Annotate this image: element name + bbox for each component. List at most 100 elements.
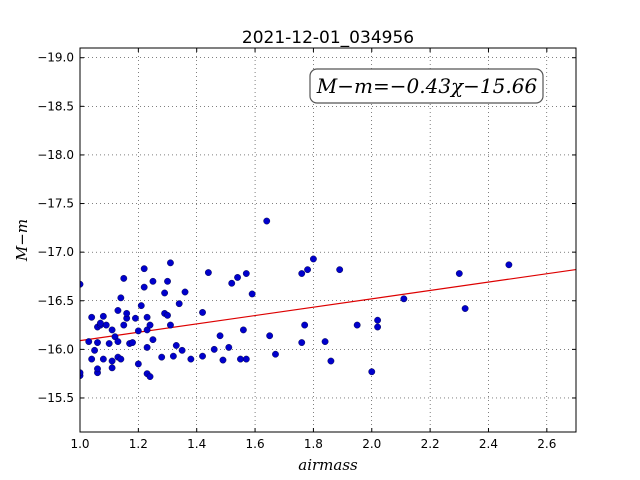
data-point (88, 313, 96, 321)
x-tick-labels: 1.0 1.2 1.4 1.6 1.8 2.0 2.2 2.4 2.6 (70, 437, 556, 451)
axis-ticks (79, 48, 576, 432)
data-point (210, 345, 218, 353)
fit-line (80, 268, 576, 342)
fit-equation-annotation: M−m=−0.43χ−15.66 (309, 68, 544, 104)
data-point (105, 340, 113, 347)
data-point (204, 269, 212, 276)
data-point (99, 312, 107, 320)
data-point (158, 353, 166, 361)
data-point (304, 266, 311, 274)
y-tick-label: −15.5 (37, 391, 74, 405)
data-point (149, 277, 157, 285)
data-point (99, 355, 107, 363)
x-tick-label: 1.6 (246, 437, 265, 451)
data-point (400, 295, 408, 303)
data-point (167, 259, 174, 267)
data-point (301, 321, 309, 329)
fit-equation-text: M−m=−0.43χ−15.66 (316, 74, 538, 98)
data-point (175, 300, 183, 308)
data-point (374, 323, 381, 331)
data-point (327, 357, 335, 365)
data-point (146, 321, 154, 329)
y-tick-label: −16.0 (37, 342, 74, 356)
data-point (94, 339, 101, 346)
data-point (187, 355, 195, 363)
data-point (129, 339, 136, 346)
x-tick-label: 1.4 (187, 437, 206, 451)
data-point (97, 319, 104, 327)
plot-frame (79, 47, 577, 433)
x-tick-label: 2.2 (421, 437, 440, 451)
data-point (117, 294, 125, 302)
data-point (266, 332, 274, 340)
data-point (505, 261, 513, 269)
data-point (199, 352, 206, 360)
data-point (298, 270, 306, 277)
data-point (102, 321, 110, 329)
x-tick-label: 2.4 (479, 437, 498, 451)
data-point (336, 266, 344, 274)
x-axis-label: airmass (298, 456, 358, 474)
data-point (237, 355, 244, 363)
data-point (242, 355, 250, 363)
data-point (114, 338, 122, 345)
y-tick-label: −18.5 (37, 99, 74, 113)
y-tick-label: −17.0 (37, 245, 74, 259)
data-point (248, 290, 256, 298)
data-point (368, 368, 376, 376)
data-point (140, 265, 148, 273)
data-point (167, 321, 174, 329)
data-point (228, 279, 236, 287)
y-tick-label: −19.0 (37, 51, 74, 65)
data-point (321, 338, 329, 345)
data-point (178, 346, 186, 354)
data-point (117, 355, 125, 363)
data-point (164, 311, 171, 319)
data-point (169, 352, 177, 360)
data-point (161, 289, 169, 297)
x-tick-label: 1.2 (129, 437, 148, 451)
x-tick-label: 2.0 (362, 437, 381, 451)
data-point (461, 305, 469, 312)
data-point (88, 355, 96, 363)
data-point (216, 332, 224, 340)
data-point (140, 283, 148, 291)
data-point (272, 350, 279, 358)
data-point (137, 302, 145, 310)
data-point (91, 346, 98, 354)
data-point (310, 255, 317, 263)
data-point (108, 364, 116, 372)
x-tick-label: 2.6 (537, 437, 556, 451)
grid-lines (79, 48, 576, 432)
data-point (455, 270, 463, 277)
data-point (146, 373, 154, 380)
data-point (123, 309, 131, 317)
data-point (143, 313, 151, 321)
data-point (120, 274, 128, 282)
x-tick-label: 1.8 (304, 437, 323, 451)
data-point (219, 356, 227, 364)
data-point (298, 339, 306, 346)
data-point (172, 342, 180, 349)
data-point (263, 217, 271, 225)
y-axis-label: M−m (13, 219, 31, 262)
y-tick-label: −17.5 (37, 197, 74, 211)
chart-title: 2021-12-01_034956 (242, 28, 414, 48)
data-points (80, 217, 513, 380)
data-point (108, 326, 116, 334)
data-point (120, 321, 128, 329)
data-point (242, 270, 250, 277)
annotation-box (309, 68, 544, 104)
data-point (134, 327, 142, 335)
data-point (85, 338, 93, 345)
data-point (181, 288, 189, 296)
data-point (132, 314, 139, 322)
data-point (134, 360, 142, 368)
data-point (199, 309, 206, 316)
data-point (164, 277, 171, 285)
data-point (114, 307, 122, 314)
data-point (239, 326, 247, 334)
x-tick-label: 1.0 (70, 437, 89, 451)
y-tick-labels: −15.5 −16.0 −16.5 −17.0 −17.5 −18.0 −18.5 −19.0 (37, 51, 74, 405)
